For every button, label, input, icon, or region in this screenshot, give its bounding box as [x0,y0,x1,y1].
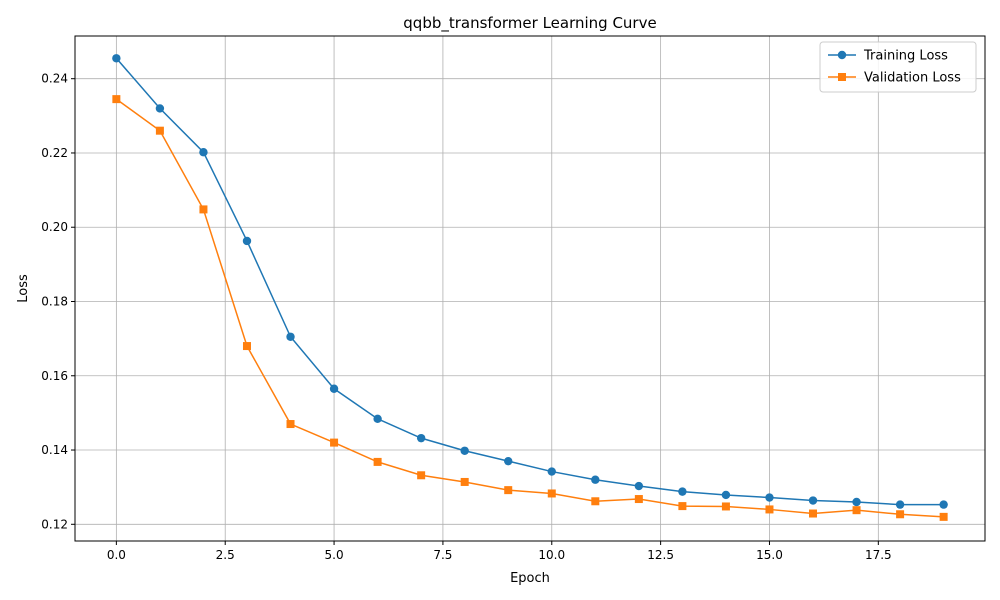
training-loss-point [678,487,687,496]
chart-title: qqbb_transformer Learning Curve [403,14,656,33]
x-tick-label: 17.5 [865,548,892,562]
x-tick-label: 15.0 [756,548,783,562]
training-loss-point [199,148,208,157]
validation-loss-point [460,477,469,486]
validation-loss-point [809,509,818,518]
training-loss-point [242,236,252,246]
training-loss-point [852,497,861,507]
y-tick-label: 0.24 [41,72,68,86]
y-tick-label: 0.22 [41,146,68,160]
legend-training-loss-label: Training Loss [863,49,948,64]
validation-loss-point [286,420,295,429]
x-tick-label: 5.0 [325,548,344,562]
training-loss-point [460,446,469,455]
grid-layer [75,36,985,541]
training-loss-point [112,54,121,63]
validation-loss-point [939,512,948,521]
x-tick-label: 7.5 [433,548,452,562]
validation-loss-point [634,495,643,504]
validation-loss-point [547,489,556,498]
series-layer [112,54,948,521]
validation-loss-point [591,497,600,506]
training-loss-point [373,414,382,424]
validation-loss-point [896,510,905,519]
legend-validation-loss-marker [838,73,846,81]
training-loss-line [115,57,944,506]
plot-frame [74,35,986,542]
validation-loss-point [373,457,382,466]
x-tick-label: 0.0 [107,548,126,562]
training-loss-point [808,496,818,505]
x-tick-label: 12.5 [647,548,674,562]
validation-loss-point [678,502,687,511]
training-loss-point [416,433,426,443]
x-tick-label: 10.0 [538,548,565,562]
x-axis-title: Epoch [510,571,550,586]
training-loss-point [634,481,644,491]
validation-loss-point [330,438,339,447]
validation-loss-point [852,506,861,515]
validation-loss-point [112,95,121,104]
training-loss-point [721,490,731,500]
training-loss-point [155,104,165,113]
validation-loss-point [765,505,774,514]
validation-loss-point [199,205,208,214]
training-loss-point [286,332,295,341]
training-loss-point [591,475,600,484]
validation-loss-point [504,486,513,495]
validation-loss-point [417,471,426,480]
y-tick-label: 0.20 [41,220,68,234]
y-tick-label: 0.16 [41,369,68,383]
legend-validation-loss-label: Validation Loss [864,71,961,86]
training-loss-point [895,500,905,509]
x-tick-label: 2.5 [216,548,235,562]
validation-loss-point [721,502,730,511]
training-loss-point [765,493,774,502]
legend-training-loss-marker [837,50,847,60]
training-loss-point [547,467,556,476]
tick-layer: 0.0 2.5 5.0 7.5 10.0 12.5 15.0 17.5 0.12 0.14 0.16… [41,72,891,562]
legend: Training Loss Validation Loss [819,41,977,93]
validation-loss-point [155,126,164,135]
legend-box [819,41,977,93]
training-loss-point [504,456,513,466]
y-tick-label: 0.18 [41,294,68,308]
y-tick-label: 0.14 [41,443,68,457]
validation-loss-point [242,342,251,351]
y-axis-title: Loss [16,274,31,303]
validation-loss-line [115,98,944,518]
training-loss-point [939,500,948,509]
y-tick-label: 0.12 [41,517,68,531]
training-loss-point [329,384,339,393]
